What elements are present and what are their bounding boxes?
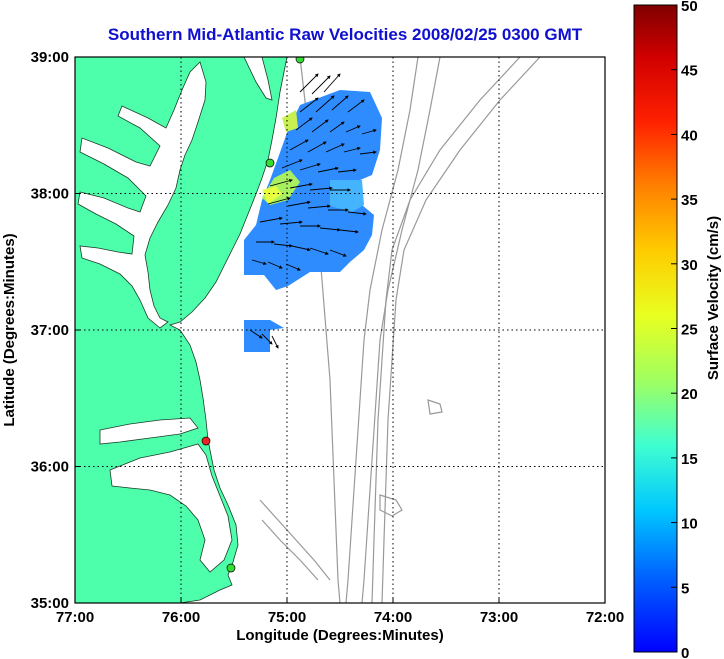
radar-station-marker: [226, 563, 236, 573]
radar-station-marker: [265, 158, 275, 168]
colorbar-tick-label: 50: [681, 0, 698, 15]
x-tick-labels: 77:00 76:00 75:00 74:00 73:00 72:00: [56, 609, 624, 626]
velocity-vectors: [249, 73, 377, 349]
x-tick-label: 75:00: [268, 609, 306, 626]
radar-station-marker: [295, 57, 305, 64]
x-tick-label: 77:00: [56, 609, 94, 626]
radar-station-marker: [201, 436, 211, 446]
x-axis-label: Longitude (Degrees:Minutes): [236, 627, 444, 644]
colorbar-tick-label: 40: [681, 127, 698, 144]
plot-area: [75, 57, 605, 603]
colorbar-tick-label: 30: [681, 257, 698, 274]
grid-lines: [75, 57, 605, 603]
y-tick-labels: 39:00 38:00 37:00 36:00 35:00: [31, 49, 69, 612]
y-tick-label: 35:00: [31, 595, 69, 612]
colorbar: 50 45 40 35 30 25 20 15 10 5 0 Surface V…: [633, 0, 722, 659]
colorbar-tick-label: 10: [681, 516, 698, 533]
y-tick-label: 39:00: [31, 49, 69, 66]
x-tick-label: 72:00: [586, 609, 624, 626]
y-tick-label: 37:00: [31, 322, 69, 339]
pamlico-sound: [109, 443, 233, 573]
y-tick-label: 36:00: [31, 459, 69, 476]
chesapeake-bay: [77, 61, 207, 329]
colorbar-gradient: [633, 4, 678, 653]
colorbar-tick-label: 25: [681, 322, 698, 339]
y-axis-label: Latitude (Degrees:Minutes): [1, 233, 18, 426]
colorbar-tick-label: 0: [681, 645, 689, 659]
colorbar-label: Surface Velocity (cm/s): [705, 216, 722, 380]
colorbar-tick-label: 45: [681, 63, 698, 80]
x-tick-label: 76:00: [162, 609, 200, 626]
colorbar-tick-label: 15: [681, 451, 698, 468]
colorbar-tick-label: 20: [681, 386, 698, 403]
y-tick-label: 38:00: [31, 186, 69, 203]
map-title: Southern Mid-Atlantic Raw Velocities 200…: [108, 25, 583, 44]
x-tick-label: 73:00: [480, 609, 518, 626]
colorbar-tick-label: 5: [681, 580, 689, 597]
colorbar-tick-label: 35: [681, 192, 698, 209]
radar-stations: [201, 57, 305, 573]
x-tick-label: 74:00: [374, 609, 412, 626]
